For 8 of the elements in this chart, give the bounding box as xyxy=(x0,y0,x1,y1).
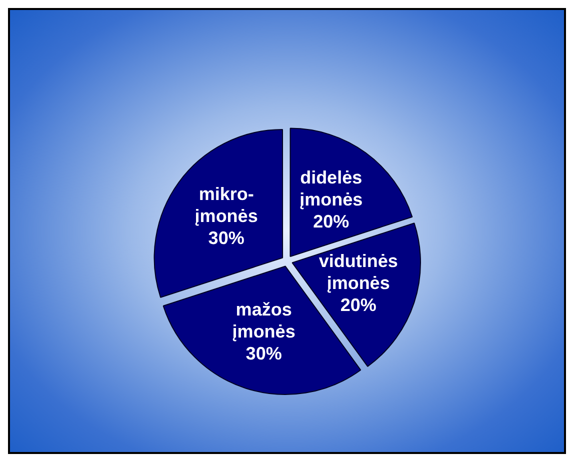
data-label: 20% xyxy=(313,211,350,232)
slice-label: mažos įmonės xyxy=(232,299,296,342)
slice-label: mikro-įmonės xyxy=(194,184,258,226)
slice-label: didelės įmonės xyxy=(300,167,363,210)
data-label: 20% xyxy=(340,295,376,316)
data-label: 30% xyxy=(246,343,282,364)
slice-label: vidutinės įmonės xyxy=(318,251,398,294)
data-label: 30% xyxy=(208,228,244,248)
